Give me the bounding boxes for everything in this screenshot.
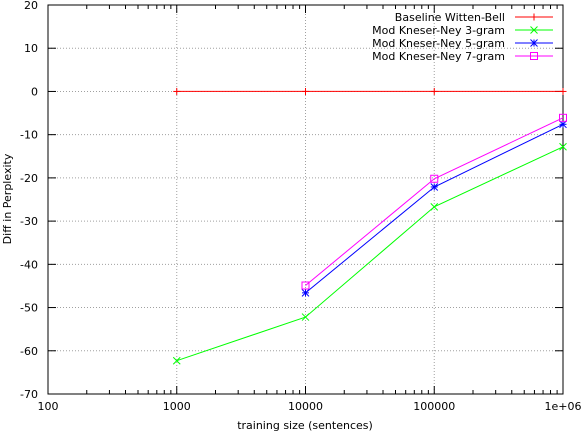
series-line bbox=[176, 146, 564, 362]
legend-entry: Mod Kneser-Ney 7-gram bbox=[372, 50, 553, 63]
legend-label: Mod Kneser-Ney 3-gram bbox=[372, 24, 505, 37]
data-point bbox=[530, 13, 538, 21]
y-tick-label: 20 bbox=[24, 0, 38, 12]
y-tick-label: 0 bbox=[31, 85, 38, 98]
series-4 bbox=[301, 113, 567, 290]
y-tick-label: -10 bbox=[20, 129, 38, 142]
x-tick-label: 100000 bbox=[413, 400, 455, 413]
y-tick-label: -30 bbox=[20, 215, 38, 228]
data-point bbox=[301, 289, 310, 297]
data-point bbox=[430, 174, 439, 183]
x-axis-label: training size (sentences) bbox=[237, 419, 373, 432]
data-point bbox=[172, 356, 181, 365]
legend-label: Baseline Witten-Bell bbox=[395, 11, 505, 24]
series-line bbox=[305, 117, 564, 286]
y-axis-label: Diff in Perplexity bbox=[1, 153, 14, 244]
data-point bbox=[301, 281, 310, 290]
x-tick-label: 1000 bbox=[163, 400, 191, 413]
legend-label: Mod Kneser-Ney 7-gram bbox=[372, 50, 505, 63]
axes: 100 1000 10000 100000 1e+0620100-10-20-30-40… bbox=[20, 0, 581, 413]
y-tick-label: -70 bbox=[20, 388, 38, 401]
data-point bbox=[302, 87, 309, 95]
y-tick-label: 10 bbox=[24, 42, 38, 55]
x-tick-label: 1e+06 bbox=[545, 400, 582, 413]
y-tick-label: -40 bbox=[20, 258, 38, 271]
data-point bbox=[430, 87, 438, 95]
data-point bbox=[559, 142, 567, 151]
legend-label: Mod Kneser-Ney 5-gram bbox=[372, 37, 505, 50]
legend-entry: Mod Kneser-Ney 3-gram bbox=[372, 24, 553, 37]
y-tick-label: -50 bbox=[20, 302, 38, 315]
y-tick-label: -20 bbox=[20, 172, 38, 185]
x-tick-label: 100 bbox=[38, 400, 59, 413]
data-point bbox=[559, 113, 567, 122]
series-area bbox=[172, 87, 567, 365]
data-point bbox=[430, 183, 439, 191]
x-tick-label: 10000 bbox=[288, 400, 323, 413]
data-point bbox=[430, 202, 439, 211]
series-2 bbox=[172, 142, 567, 365]
data-point bbox=[559, 87, 567, 95]
legend-entry: Baseline Witten-Bell bbox=[395, 11, 553, 24]
data-point bbox=[173, 87, 181, 95]
y-tick-label: -60 bbox=[20, 345, 38, 358]
legend-entry: Mod Kneser-Ney 5-gram bbox=[372, 37, 553, 50]
data-point bbox=[301, 313, 310, 321]
data-point bbox=[559, 120, 567, 129]
grid bbox=[48, 5, 563, 394]
data-point bbox=[530, 39, 538, 47]
data-point bbox=[530, 52, 538, 60]
series-3 bbox=[301, 120, 567, 297]
series-1 bbox=[173, 87, 567, 95]
data-point bbox=[530, 26, 538, 34]
